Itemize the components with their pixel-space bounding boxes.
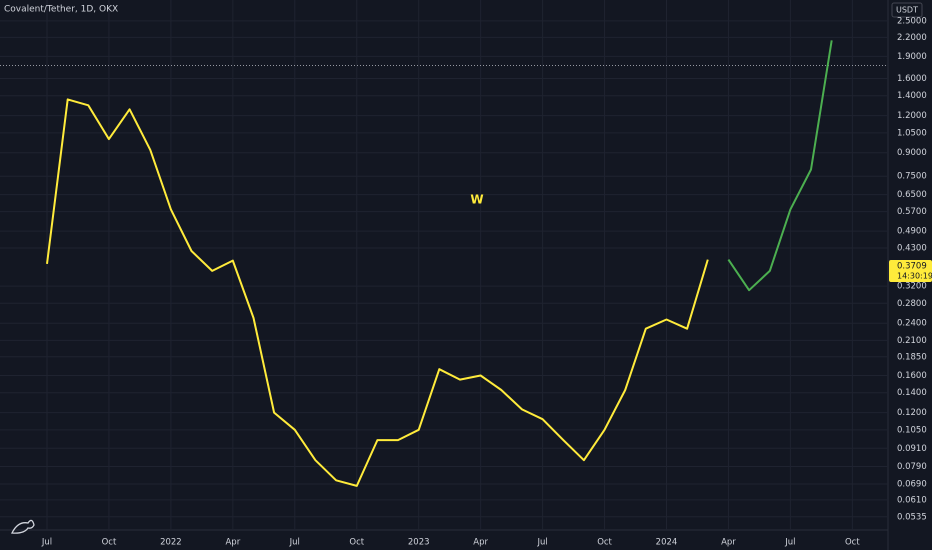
y-tick-label: 1.2000	[897, 111, 927, 121]
x-tick-label: Jul	[784, 538, 795, 548]
y-tick-label: 0.1600	[897, 371, 927, 381]
y-tick-label: 1.0500	[897, 128, 927, 138]
currency[interactable]: USDT	[896, 6, 918, 15]
price-line	[46, 98, 709, 487]
y-tick-label: 0.2400	[897, 319, 927, 329]
x-tick-label: 2024	[656, 538, 678, 548]
x-tick-label: Oct	[349, 538, 364, 548]
y-tick-label: 0.2100	[897, 336, 927, 346]
plot	[0, 40, 888, 487]
x-tick-label: 2023	[408, 538, 430, 548]
y-tick-label: 0.0790	[897, 462, 927, 472]
y-tick-label: 0.1200	[897, 408, 927, 418]
y-tick-label: 2.5000	[897, 16, 927, 26]
y-tick-label: 1.9000	[897, 52, 927, 62]
y-tick-label: 0.0610	[897, 495, 927, 505]
y-tick-label: 0.4300	[897, 243, 927, 253]
x-tick-label: Jul	[536, 538, 547, 548]
price-line	[727, 40, 833, 292]
annotation: W	[470, 193, 483, 207]
currency-box[interactable]	[891, 2, 923, 18]
y-tick-label: 0.1850	[897, 352, 927, 362]
y-tick-label: 0.4900	[897, 227, 927, 237]
last-price: 0.3709	[897, 262, 927, 272]
grid	[0, 0, 888, 530]
x-tick-label: 2022	[160, 538, 182, 548]
x-tick-label: Jul	[41, 538, 52, 548]
y-tick-label: 0.5700	[897, 207, 927, 217]
x-tick-label: Oct	[845, 538, 860, 548]
x-tick-label: Apr	[473, 538, 488, 548]
x-tick-label: Apr	[225, 538, 240, 548]
y-tick-label: 0.0910	[897, 444, 927, 454]
x-tick-label: Oct	[597, 538, 612, 548]
chart-title: Covalent/Tether, 1D, OKX	[4, 5, 118, 15]
y-tick-label: 0.1400	[897, 388, 927, 398]
x-tick-label: Apr	[721, 538, 736, 548]
y-tick-label: 0.0535	[897, 512, 927, 522]
x-tick-label: Oct	[102, 538, 117, 548]
y-tick-label: 0.3200	[897, 282, 927, 292]
y-tick-label: 1.6000	[897, 74, 927, 84]
countdown: 14:30:19	[897, 272, 932, 281]
y-tick-label: 0.9000	[897, 148, 927, 158]
x-tick-label: Jul	[289, 538, 300, 548]
last-price-box	[889, 260, 932, 283]
y-tick-label: 0.1050	[897, 425, 927, 435]
y-tick-label: 0.7500	[897, 172, 927, 182]
y-tick-label: 2.2000	[897, 33, 927, 43]
y-tick-label: 0.0690	[897, 479, 927, 489]
y-tick-label: 1.4000	[897, 91, 927, 101]
y-tick-label: 0.2800	[897, 299, 927, 309]
logo	[10, 519, 35, 534]
y-tick-label: 0.6500	[897, 190, 927, 200]
